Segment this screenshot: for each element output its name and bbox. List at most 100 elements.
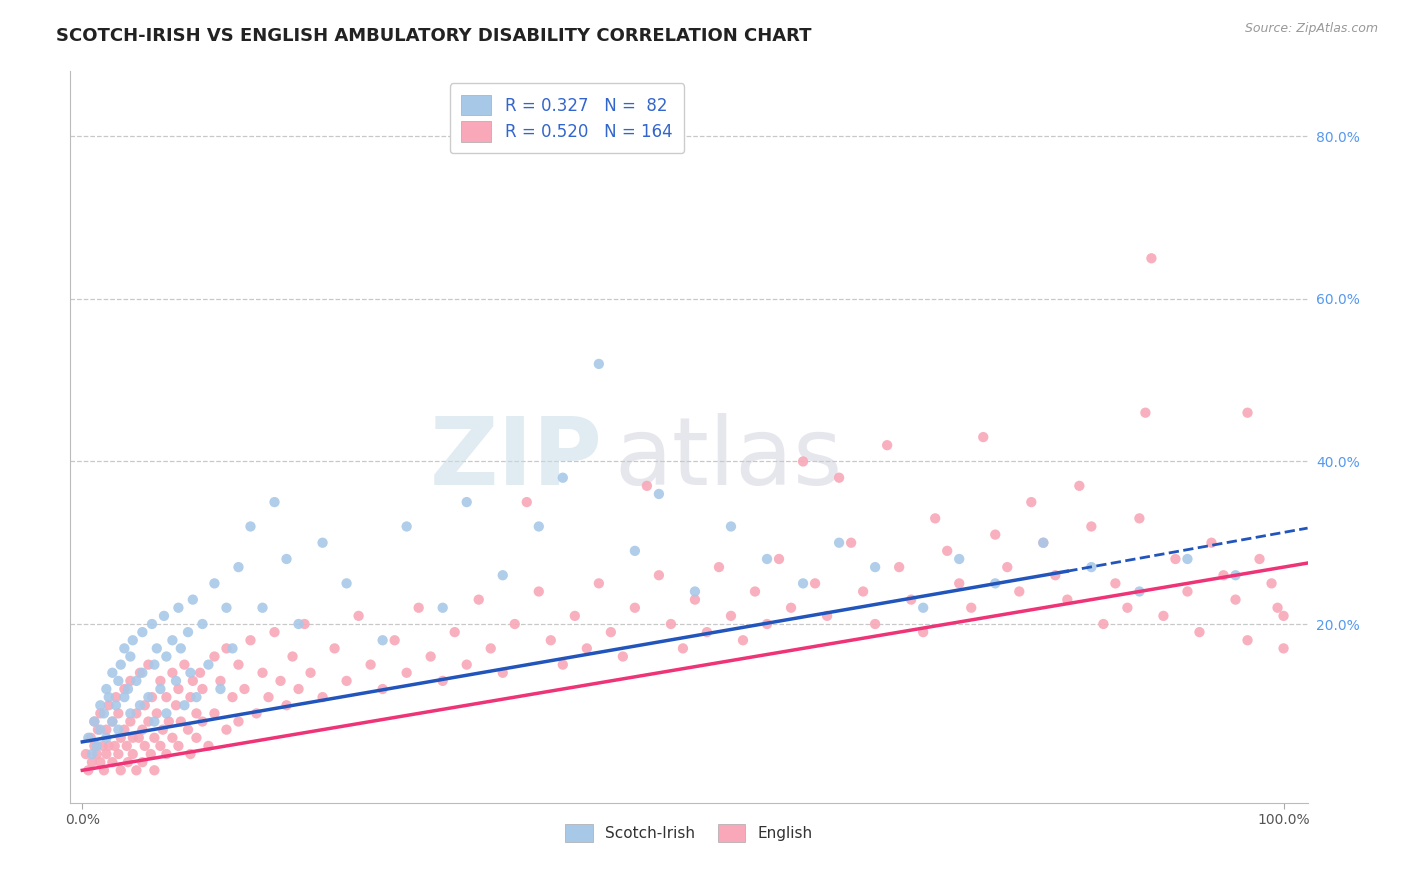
Point: [181, 592, 204, 607]
Point: [281, 649, 304, 664]
Point: [744, 584, 766, 599]
Point: [125, 673, 148, 688]
Point: [1019, 495, 1042, 509]
Point: [209, 681, 232, 696]
Point: [1201, 535, 1223, 549]
Point: [80, 731, 103, 745]
Point: [93, 706, 115, 721]
Point: [177, 625, 200, 640]
Point: [516, 495, 538, 509]
Point: [155, 690, 177, 705]
Point: [101, 665, 124, 680]
Point: [1152, 608, 1174, 623]
Point: [371, 681, 394, 696]
Point: [311, 690, 333, 705]
Point: [86, 739, 108, 753]
Point: [197, 739, 219, 753]
Point: [143, 764, 166, 778]
Point: [188, 665, 211, 680]
Point: [948, 552, 970, 566]
Point: [153, 608, 176, 623]
Point: [696, 625, 718, 640]
Point: [191, 681, 214, 696]
Point: [138, 690, 160, 705]
Point: [659, 617, 682, 632]
Point: [104, 690, 127, 705]
Text: Source: ZipAtlas.com: Source: ZipAtlas.com: [1244, 22, 1378, 36]
Point: [197, 657, 219, 672]
Point: [395, 519, 418, 533]
Point: [80, 747, 103, 761]
Point: [456, 495, 478, 509]
Point: [134, 698, 156, 713]
Point: [167, 600, 190, 615]
Point: [107, 747, 129, 761]
Point: [804, 576, 827, 591]
Point: [170, 641, 193, 656]
Point: [1225, 568, 1247, 582]
Point: [157, 714, 180, 729]
Point: [186, 706, 208, 721]
Point: [707, 560, 730, 574]
Point: [239, 519, 262, 533]
Text: SCOTCH-IRISH VS ENGLISH AMBULATORY DISABILITY CORRELATION CHART: SCOTCH-IRISH VS ENGLISH AMBULATORY DISAB…: [56, 27, 811, 45]
Point: [672, 641, 695, 656]
Point: [131, 755, 153, 769]
Point: [93, 764, 115, 778]
Point: [575, 641, 598, 656]
Point: [1188, 625, 1211, 640]
Point: [204, 576, 226, 591]
Point: [287, 681, 309, 696]
Point: [1164, 552, 1187, 566]
Point: [112, 690, 135, 705]
Point: [215, 723, 238, 737]
Point: [112, 723, 135, 737]
Point: [77, 764, 100, 778]
Point: [1272, 608, 1295, 623]
Point: [143, 714, 166, 729]
Point: [117, 681, 139, 696]
Point: [83, 714, 105, 729]
Point: [107, 706, 129, 721]
Point: [336, 576, 359, 591]
Point: [1272, 641, 1295, 656]
Point: [204, 706, 226, 721]
Point: [731, 633, 754, 648]
Point: [215, 600, 238, 615]
Point: [131, 665, 153, 680]
Point: [1177, 552, 1199, 566]
Point: [83, 714, 105, 729]
Point: [215, 641, 238, 656]
Point: [89, 706, 111, 721]
Point: [863, 560, 886, 574]
Point: [165, 698, 187, 713]
Point: [588, 576, 610, 591]
Point: [311, 535, 333, 549]
Point: [912, 600, 935, 615]
Point: [948, 576, 970, 591]
Point: [347, 608, 370, 623]
Point: [128, 731, 150, 745]
Point: [97, 739, 120, 753]
Point: [683, 592, 706, 607]
Point: [432, 673, 454, 688]
Point: [186, 690, 208, 705]
Point: [228, 657, 250, 672]
Point: [228, 560, 250, 574]
Point: [599, 625, 621, 640]
Point: [167, 739, 190, 753]
Point: [228, 714, 250, 729]
Point: [1080, 560, 1102, 574]
Point: [1080, 519, 1102, 533]
Point: [110, 764, 132, 778]
Point: [876, 438, 898, 452]
Point: [83, 739, 105, 753]
Point: [239, 633, 262, 648]
Point: [1104, 576, 1126, 591]
Point: [839, 535, 862, 549]
Point: [815, 608, 838, 623]
Point: [636, 479, 658, 493]
Point: [432, 600, 454, 615]
Point: [221, 690, 243, 705]
Point: [96, 681, 118, 696]
